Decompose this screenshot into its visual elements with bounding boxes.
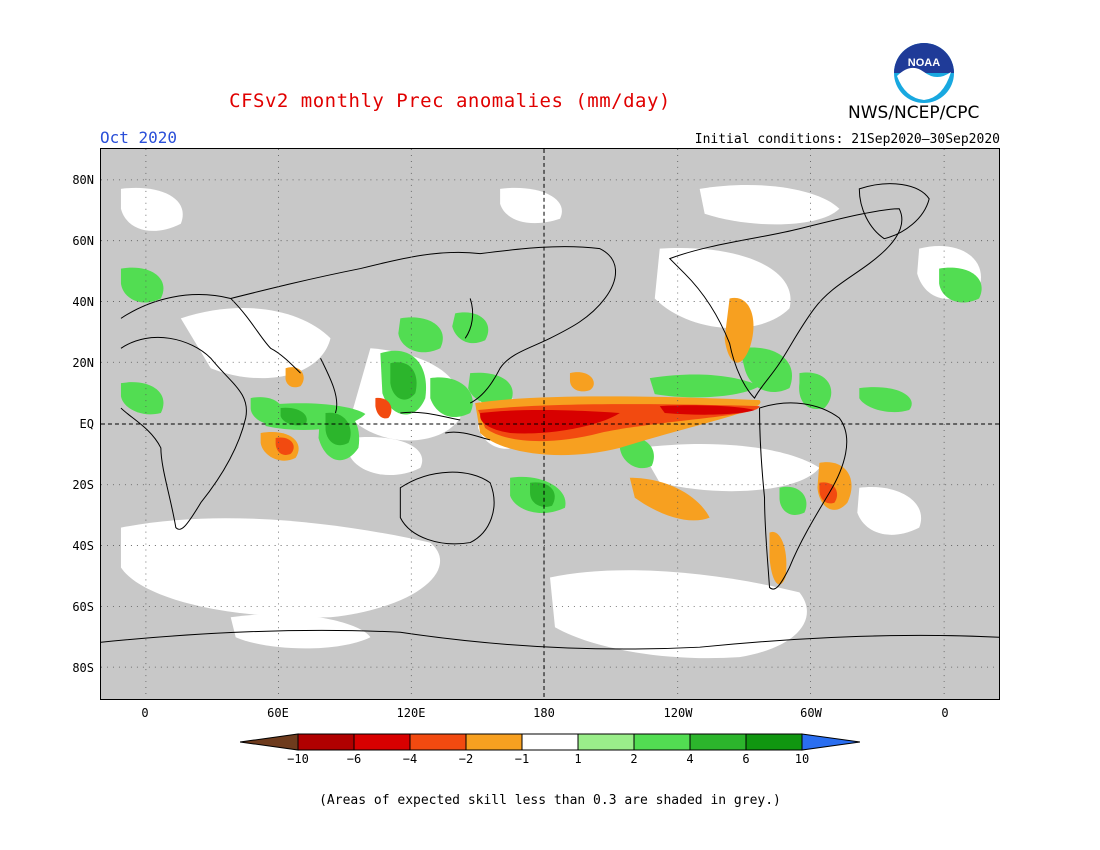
- map-title: CFSv2 monthly Prec anomalies (mm/day): [229, 90, 671, 112]
- colorbar-tick-label: −6: [346, 752, 362, 766]
- initial-conditions-label: Initial conditions: 21Sep2020–30Sep2020: [694, 132, 1000, 147]
- lat-label: 20S: [72, 478, 94, 492]
- colorbar-segment: [577, 733, 635, 751]
- agency-label: NWS/NCEP/CPC: [848, 103, 980, 123]
- colorbar-tick-label: 1: [574, 752, 582, 766]
- lon-label: 0: [941, 706, 949, 720]
- colorbar-segment: [633, 733, 691, 751]
- lon-label: 0: [141, 706, 149, 720]
- lat-label: 40N: [72, 295, 94, 309]
- colorbar-arrow-low: [240, 733, 299, 751]
- colorbar-tick-label: 2: [630, 752, 638, 766]
- lat-label: EQ: [79, 417, 94, 431]
- lat-label: 80N: [72, 173, 94, 187]
- colorbar-segment: [297, 733, 355, 751]
- colorbar-segment: [353, 733, 411, 751]
- noaa-logo: NOAA: [894, 43, 954, 103]
- lat-label: 40S: [72, 539, 94, 553]
- lon-label: 60E: [267, 706, 289, 720]
- lat-label: 60S: [72, 600, 94, 614]
- colorbar-segment: [745, 733, 803, 751]
- severe-dry-anomalies: [480, 405, 755, 434]
- coastlines: [101, 183, 999, 650]
- colorbar-segment: [409, 733, 467, 751]
- lon-label: 180: [533, 706, 555, 720]
- equator-dateline: [101, 149, 999, 699]
- precip-anomaly-map: [100, 148, 1000, 700]
- colorbar-tick-label: −4: [402, 752, 418, 766]
- skill-footnote: (Areas of expected skill less than 0.3 a…: [319, 793, 781, 808]
- strong-wet-anomalies: [280, 362, 555, 507]
- svg-text:NOAA: NOAA: [908, 57, 940, 69]
- colorbar-tick-label: −10: [287, 752, 309, 766]
- lon-label: 60W: [800, 706, 822, 720]
- colorbar-arrow-high: [801, 733, 860, 751]
- lat-label: 20N: [72, 356, 94, 370]
- colorbar-tick-label: −1: [514, 752, 530, 766]
- near-zero-regions: [120, 184, 981, 659]
- colorbar-tick-label: 4: [686, 752, 694, 766]
- colorbar-tick-label: 6: [742, 752, 750, 766]
- colorbar-segment: [689, 733, 747, 751]
- lat-label: 80S: [72, 661, 94, 675]
- colorbar-tick-label: 10: [794, 752, 810, 766]
- forecast-month: Oct 2020: [100, 128, 178, 147]
- lon-label: 120E: [396, 706, 426, 720]
- lon-label: 120W: [663, 706, 693, 720]
- colorbar-segment: [465, 733, 523, 751]
- lat-label: 60N: [72, 234, 94, 248]
- colorbar: [240, 733, 860, 751]
- colorbar-segment: [521, 733, 579, 751]
- colorbar-tick-label: −2: [458, 752, 474, 766]
